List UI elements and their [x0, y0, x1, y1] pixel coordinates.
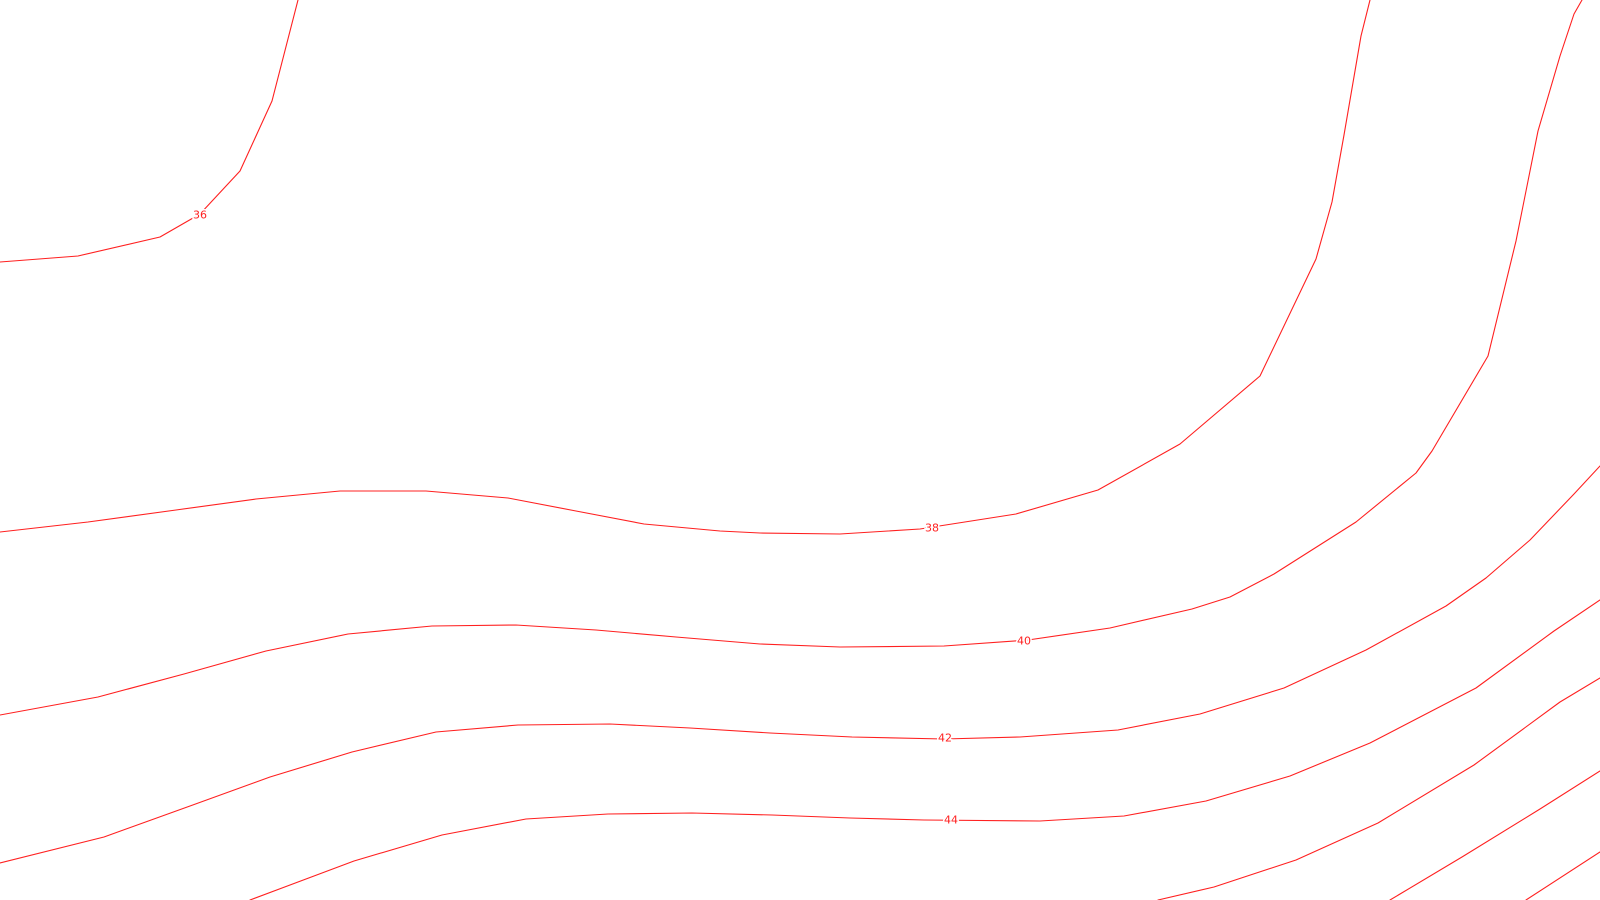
contour-label-42: 42: [938, 732, 952, 745]
contour-line-50: [1525, 851, 1600, 900]
contour-label-36: 36: [193, 209, 207, 222]
contour-line-46: [1157, 677, 1600, 900]
contour-line-38: [0, 0, 1371, 535]
contour-label-44: 44: [944, 814, 958, 827]
contour-line-40: [0, 0, 1583, 716]
contour-line-48: [1389, 770, 1600, 900]
contour-line-36: [0, 0, 299, 263]
contour-label-38: 38: [925, 522, 939, 535]
contour-line-42: [0, 465, 1600, 864]
contour-line-44: [249, 599, 1600, 900]
contour-label-40: 40: [1017, 635, 1031, 648]
